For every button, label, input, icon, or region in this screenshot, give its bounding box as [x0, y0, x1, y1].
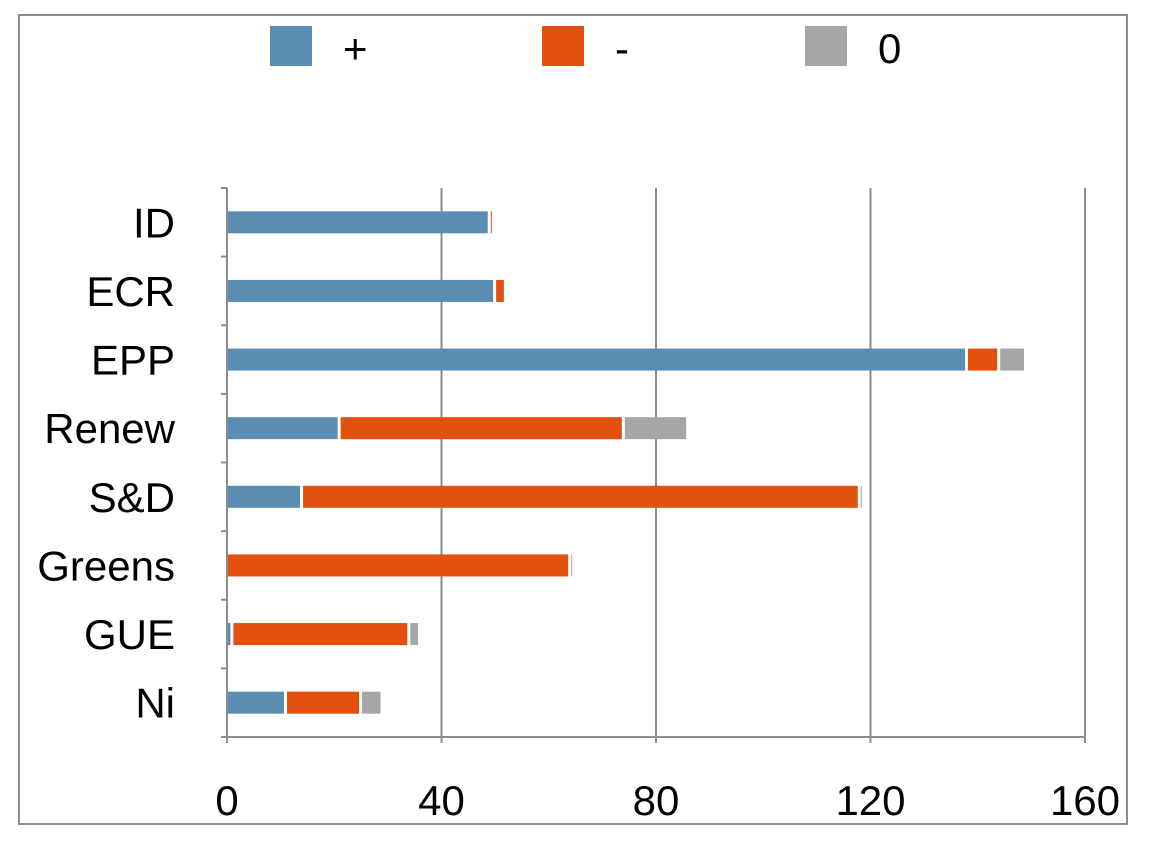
category-label: Renew: [44, 405, 175, 452]
bar-minus: [968, 348, 998, 371]
bar-minus: [286, 691, 360, 714]
category-label: EPP: [91, 337, 175, 384]
x-tick-label: 120: [835, 777, 905, 824]
bar-zero: [1000, 348, 1025, 371]
x-tick-label: 160: [1050, 777, 1120, 824]
bar-minus: [490, 211, 492, 234]
legend-swatch: [805, 26, 847, 66]
bar-plus: [228, 485, 301, 508]
bar-zero: [410, 623, 419, 646]
bar-plus: [228, 279, 494, 302]
axes: [221, 187, 1086, 743]
bar-zero: [362, 691, 381, 714]
bar-zero: [571, 554, 573, 577]
bar-plus: [228, 211, 488, 234]
category-labels: ID ECR EPP Renew S&D Greens GUE Ni: [37, 199, 175, 726]
legend-label: +: [343, 25, 368, 72]
bar-zero: [860, 485, 862, 508]
bar-plus: [228, 623, 231, 646]
bar-minus: [496, 279, 504, 302]
legend: + - 0: [270, 25, 901, 72]
bar-plus: [228, 417, 338, 440]
bar-minus: [233, 623, 408, 646]
bar-minus: [303, 485, 858, 508]
x-tick-label: 40: [418, 777, 465, 824]
x-tick-labels: 0 40 80 120 160: [215, 777, 1120, 824]
category-label: ID: [133, 199, 175, 246]
legend-label: -: [615, 25, 629, 72]
category-label: S&D: [89, 474, 175, 521]
grid-lines: [440, 188, 1086, 737]
bar-plus: [228, 348, 966, 371]
category-label: Greens: [37, 542, 175, 589]
category-label: Ni: [135, 680, 175, 727]
x-tick-label: 0: [215, 777, 238, 824]
bar-zero: [624, 417, 687, 440]
x-tick-label: 80: [633, 777, 680, 824]
legend-label: 0: [878, 25, 901, 72]
bar-minus: [340, 417, 622, 440]
category-label: ECR: [86, 268, 175, 315]
category-label: GUE: [84, 611, 175, 658]
bar-minus: [228, 554, 569, 577]
legend-swatch: [270, 26, 312, 66]
bar-plus: [228, 691, 284, 714]
bars: [228, 211, 1025, 714]
legend-swatch: [542, 26, 584, 66]
